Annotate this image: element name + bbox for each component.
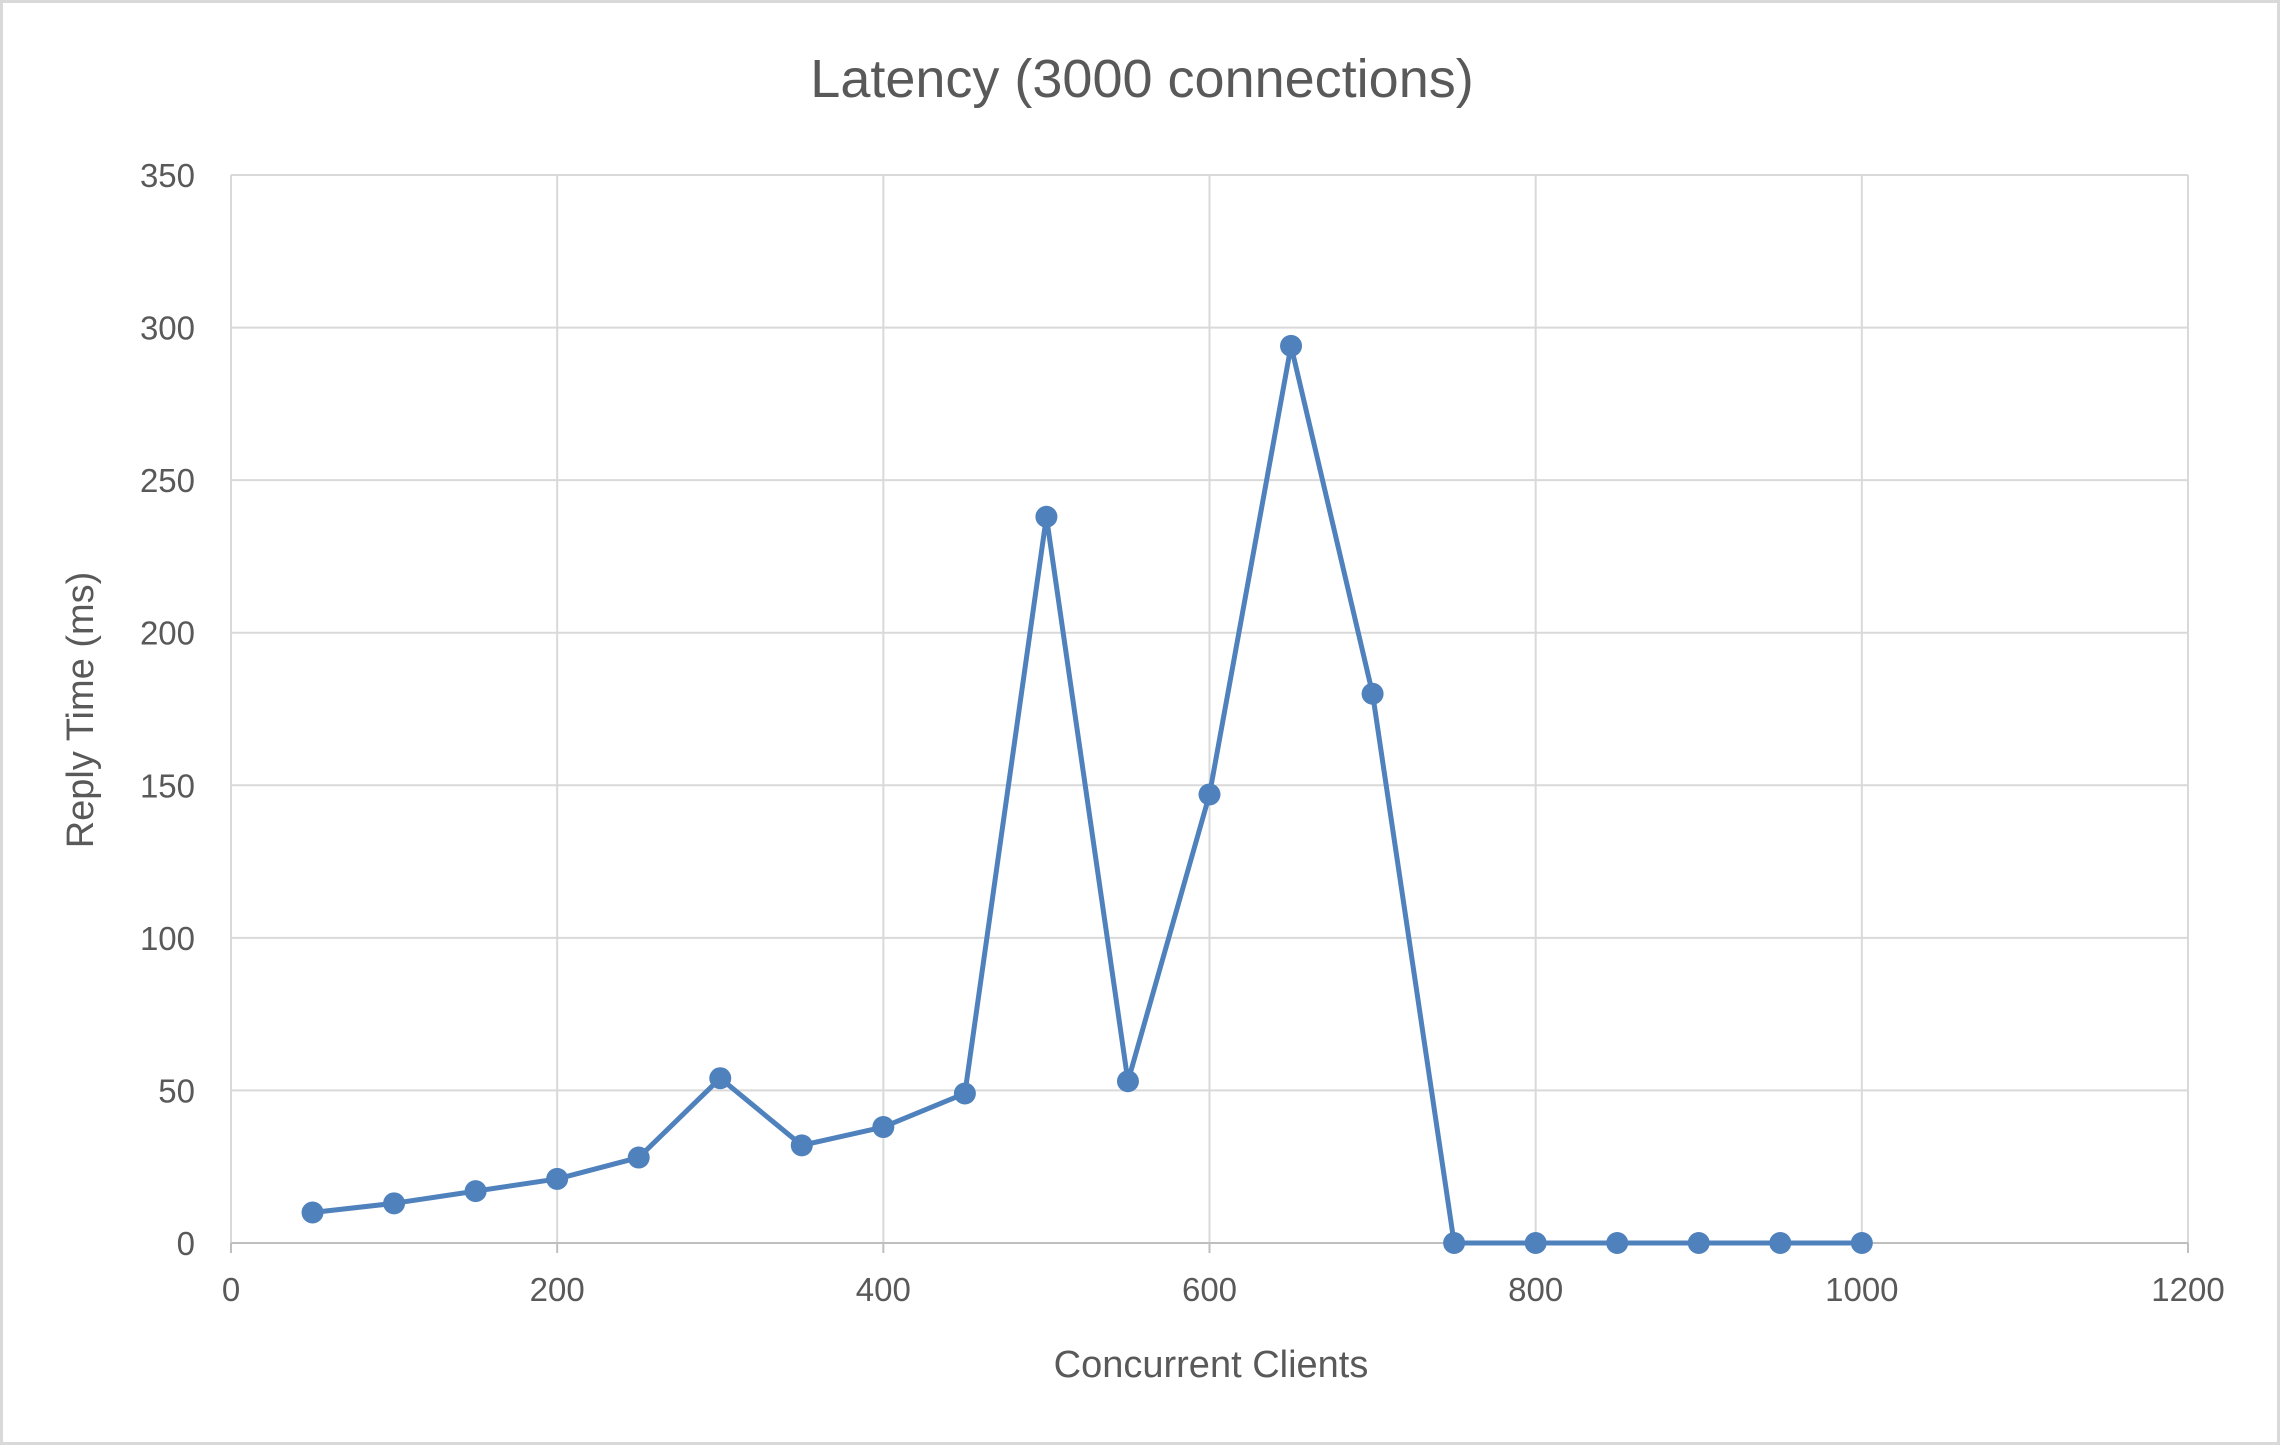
- data-point: [1769, 1232, 1792, 1254]
- data-point: [1361, 682, 1384, 705]
- data-point: [1687, 1232, 1710, 1254]
- data-point: [1443, 1232, 1466, 1254]
- tick-labels: 0 50 100 150 200 250 300 350 0 200 400 600 800 1000 12…: [140, 157, 2225, 1308]
- data-point: [1850, 1232, 1873, 1254]
- y-tick-label: 350: [140, 157, 195, 194]
- chart-title: Latency (3000 connections): [810, 49, 1473, 109]
- data-point: [1116, 1070, 1139, 1093]
- x-tick-label: 400: [856, 1271, 911, 1308]
- x-tick-label: 1200: [2151, 1271, 2224, 1308]
- series-layer: [301, 334, 1873, 1254]
- data-point: [1606, 1232, 1629, 1254]
- x-tick-label: 1000: [1825, 1271, 1898, 1308]
- grid-layer: [230, 174, 2189, 1253]
- series-line: [312, 343, 1862, 1246]
- y-tick-label: 250: [140, 462, 195, 499]
- x-tick-label: 600: [1182, 1271, 1237, 1308]
- x-tick-label: 200: [530, 1271, 585, 1308]
- y-tick-label: 300: [140, 310, 195, 347]
- data-point: [790, 1134, 813, 1157]
- y-tick-label: 100: [140, 920, 195, 957]
- data-point: [383, 1192, 406, 1215]
- y-axis-title: Reply Time (ms): [60, 572, 102, 849]
- data-point: [709, 1067, 732, 1090]
- y-tick-label: 200: [140, 615, 195, 652]
- x-tick-label: 800: [1508, 1271, 1563, 1308]
- data-point: [953, 1082, 976, 1105]
- data-point: [301, 1201, 324, 1224]
- data-point: [1035, 505, 1058, 528]
- data-point: [627, 1146, 650, 1169]
- y-tick-label: 50: [158, 1072, 195, 1109]
- data-point: [464, 1180, 487, 1203]
- data-point: [1524, 1232, 1547, 1254]
- y-tick-label: 150: [140, 767, 195, 804]
- data-point: [872, 1116, 895, 1139]
- chart-svg: Latency (3000 connections) 0 50 100 150 200 2…: [60, 49, 2225, 1386]
- y-tick-label: 0: [177, 1225, 195, 1262]
- data-point: [1198, 783, 1221, 806]
- data-point: [546, 1167, 569, 1190]
- x-tick-label: 0: [222, 1271, 240, 1308]
- data-point: [1280, 334, 1303, 357]
- x-axis-title: Concurrent Clients: [1054, 1344, 1369, 1386]
